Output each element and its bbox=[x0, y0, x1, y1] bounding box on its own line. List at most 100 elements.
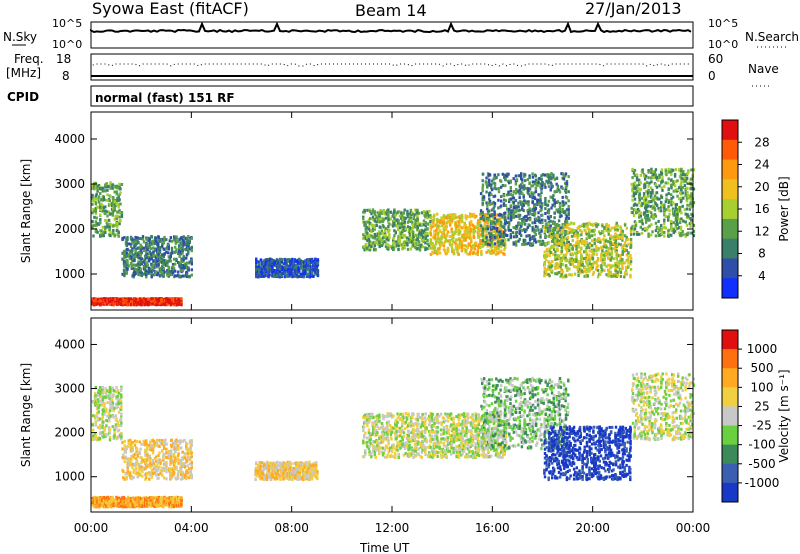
power-echo-cell bbox=[600, 259, 603, 262]
power-echo-cell bbox=[411, 222, 414, 226]
power-echo-cell bbox=[561, 187, 564, 190]
power-echo-cell bbox=[311, 258, 314, 262]
power-echo-cell bbox=[104, 302, 107, 306]
power-echo-cell bbox=[140, 251, 143, 255]
power-echo-cell bbox=[269, 260, 272, 264]
power-echo-cell bbox=[132, 263, 135, 267]
power-echo-cell bbox=[446, 249, 450, 253]
power-echo-cell bbox=[446, 213, 450, 217]
power-echo-cell bbox=[147, 271, 151, 275]
power-echo-cell bbox=[569, 273, 572, 277]
power-echo-cell bbox=[298, 257, 301, 261]
power-echo-cell bbox=[488, 191, 492, 195]
power-echo-cell bbox=[570, 273, 574, 277]
power-echo-cell bbox=[553, 198, 556, 202]
power-echo-cell bbox=[444, 250, 447, 254]
power-echo-cell bbox=[456, 247, 459, 251]
power-echo-cell bbox=[303, 271, 306, 275]
power-echo-cell bbox=[185, 237, 189, 241]
power-echo-cell bbox=[504, 228, 507, 232]
power-echo-cell bbox=[534, 229, 538, 232]
power-echo-cell bbox=[607, 257, 610, 261]
power-echo-cell bbox=[493, 173, 497, 177]
power-echo-cell bbox=[378, 217, 381, 221]
power-echo-cell bbox=[627, 251, 630, 255]
power-echo-cell bbox=[614, 264, 618, 268]
power-echo-cell bbox=[134, 251, 137, 255]
power-echo-cell bbox=[466, 215, 469, 219]
power-echo-cell bbox=[126, 263, 129, 267]
power-echo-cell bbox=[269, 268, 272, 272]
power-echo-cell bbox=[95, 297, 98, 301]
power-echo-cell bbox=[523, 228, 526, 232]
power-echo-cell bbox=[512, 203, 516, 207]
power-echo-cell bbox=[490, 222, 494, 226]
power-echo-cell bbox=[570, 221, 573, 225]
power-echo-cell bbox=[409, 216, 413, 220]
power-echo-cell bbox=[514, 240, 518, 244]
power-echo-cell bbox=[304, 262, 307, 266]
power-echo-cell bbox=[153, 273, 157, 277]
power-echo-cell bbox=[435, 242, 438, 246]
power-echo-cell bbox=[589, 257, 592, 261]
power-echo-cell bbox=[512, 190, 516, 194]
power-echo-cell bbox=[292, 271, 295, 275]
power-echo-cell bbox=[515, 208, 519, 212]
power-echo-cell bbox=[621, 238, 624, 242]
power-echo-cell bbox=[630, 226, 633, 230]
power-echo-cell bbox=[458, 228, 461, 232]
power-echo-cell bbox=[485, 230, 488, 234]
power-echo-cell bbox=[576, 236, 579, 240]
power-echo-cell bbox=[564, 237, 567, 240]
power-echo-cell bbox=[426, 222, 429, 226]
power-echo-cell bbox=[268, 264, 271, 268]
power-echo-cell bbox=[145, 250, 148, 254]
power-echo-cell bbox=[493, 242, 497, 246]
power-echo-cell bbox=[553, 190, 556, 194]
power-echo-cell bbox=[388, 236, 391, 240]
power-echo-cell bbox=[585, 253, 588, 257]
power-echo-cell bbox=[571, 244, 574, 248]
power-echo-cell bbox=[592, 252, 595, 256]
power-echo-cell bbox=[446, 239, 450, 243]
power-echo-cell bbox=[260, 264, 264, 268]
power-echo-cell bbox=[291, 260, 294, 264]
power-echo-cell bbox=[380, 239, 384, 243]
power-echo-cell bbox=[276, 274, 279, 278]
power-echo-cell bbox=[392, 214, 395, 218]
power-echo-cell bbox=[96, 230, 99, 234]
power-echo-cell bbox=[548, 247, 551, 251]
power-echo-cell bbox=[547, 211, 551, 215]
power-echo-cell bbox=[418, 246, 422, 250]
power-echo-cell bbox=[566, 269, 569, 272]
power-echo-cell bbox=[163, 238, 166, 242]
power-echo-cell bbox=[456, 238, 459, 242]
power-echo-cell bbox=[279, 257, 282, 261]
power-echo-cell bbox=[607, 252, 610, 256]
power-echo-cell bbox=[528, 212, 532, 216]
power-echo-cell bbox=[586, 223, 589, 227]
power-echo-cell bbox=[137, 260, 140, 264]
power-echo-cell bbox=[569, 243, 572, 246]
power-echo-cell bbox=[552, 233, 555, 237]
power-echo-cell bbox=[555, 208, 558, 212]
power-echo-cell bbox=[99, 186, 102, 190]
power-echo-cell bbox=[187, 250, 190, 253]
power-echo-cell bbox=[429, 232, 433, 236]
power-echo-cell bbox=[432, 236, 435, 239]
power-echo-cell bbox=[479, 209, 483, 213]
power-echo-cell bbox=[547, 185, 551, 189]
power-echo-cell bbox=[508, 222, 511, 226]
power-echo-cell bbox=[494, 223, 498, 227]
power-echo-cell bbox=[303, 261, 306, 265]
power-echo-cell bbox=[605, 264, 608, 268]
power-echo-cell bbox=[366, 231, 369, 235]
power-echo-cell bbox=[604, 253, 608, 257]
power-echo-cell bbox=[564, 233, 567, 237]
power-echo-cell bbox=[603, 256, 606, 260]
power-echo-cell bbox=[104, 212, 107, 216]
power-echo-cell bbox=[617, 266, 621, 270]
power-echo-cell bbox=[131, 249, 134, 253]
power-echo-cell bbox=[502, 235, 506, 239]
power-echo-cell bbox=[371, 208, 375, 212]
